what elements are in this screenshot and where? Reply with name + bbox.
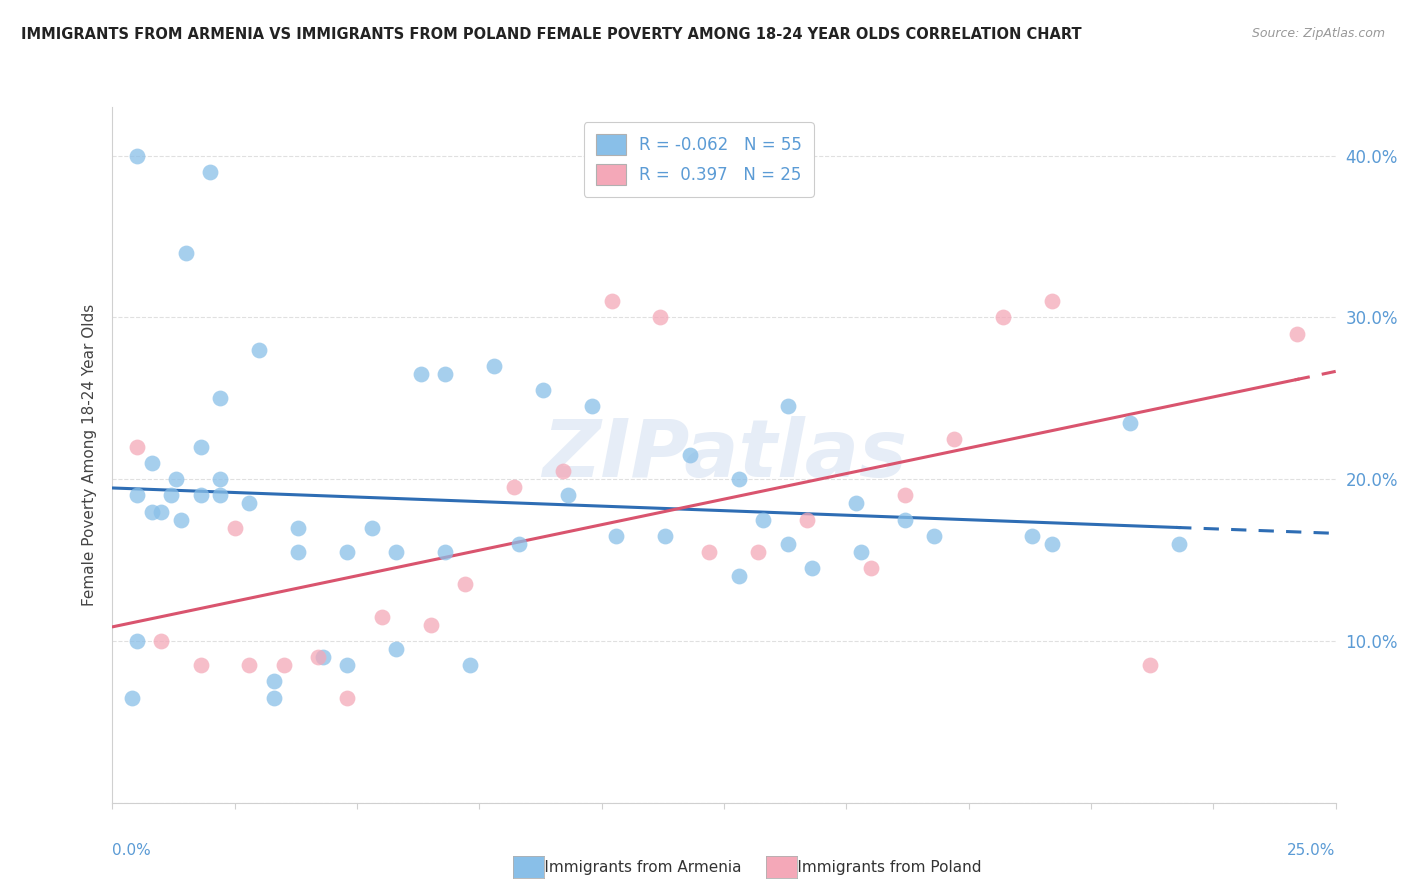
Point [434, 367, 457, 381]
Point [141, 504, 163, 518]
Point [336, 658, 359, 673]
Point [150, 634, 173, 648]
Point [943, 432, 966, 446]
Point [679, 448, 702, 462]
Point [190, 488, 212, 502]
Point [209, 488, 232, 502]
Point [125, 440, 148, 454]
Point [1168, 537, 1191, 551]
Text: Immigrants from Poland: Immigrants from Poland [773, 860, 981, 874]
Point [238, 658, 260, 673]
Point [776, 400, 799, 414]
Point [263, 690, 285, 705]
Point [419, 617, 441, 632]
Point [209, 392, 232, 406]
Point [150, 504, 173, 518]
Point [170, 513, 193, 527]
Point [1119, 416, 1142, 430]
Point [1021, 529, 1043, 543]
Point [849, 545, 872, 559]
Point [238, 496, 260, 510]
Point [263, 674, 285, 689]
Point [190, 658, 212, 673]
Point [409, 367, 432, 381]
Point [273, 658, 295, 673]
Point [200, 165, 222, 179]
Point [699, 545, 721, 559]
Y-axis label: Female Poverty Among 18-24 Year Olds: Female Poverty Among 18-24 Year Olds [82, 304, 97, 606]
Point [1040, 294, 1063, 309]
Point [360, 521, 382, 535]
Legend: R = -0.062   N = 55, R =  0.397   N = 25: R = -0.062 N = 55, R = 0.397 N = 25 [583, 122, 814, 197]
Point [650, 310, 672, 325]
Point [1139, 658, 1161, 673]
Point [312, 650, 335, 665]
Point [247, 343, 270, 357]
Point [287, 545, 309, 559]
Point [125, 488, 148, 502]
Point [605, 529, 627, 543]
Point [482, 359, 505, 373]
Point [1040, 537, 1063, 551]
Text: ZIPatlas: ZIPatlas [541, 416, 907, 494]
Point [174, 245, 197, 260]
Text: 0.0%: 0.0% [112, 843, 152, 858]
Point [370, 609, 392, 624]
Point [991, 310, 1014, 325]
Point [859, 561, 882, 575]
Point [434, 545, 457, 559]
Point [551, 464, 574, 478]
Point [752, 513, 775, 527]
Point [727, 472, 749, 486]
Point [336, 545, 359, 559]
Point [385, 545, 408, 559]
Point [747, 545, 769, 559]
Point [209, 472, 232, 486]
Text: 25.0%: 25.0% [1288, 843, 1336, 858]
Point [894, 488, 917, 502]
Point [581, 400, 603, 414]
Text: Immigrants from Armenia: Immigrants from Armenia [520, 860, 742, 874]
Text: IMMIGRANTS FROM ARMENIA VS IMMIGRANTS FROM POLAND FEMALE POVERTY AMONG 18-24 YEA: IMMIGRANTS FROM ARMENIA VS IMMIGRANTS FR… [21, 27, 1081, 42]
Point [190, 440, 212, 454]
Point [141, 456, 163, 470]
Point [894, 513, 917, 527]
Point [727, 569, 749, 583]
Point [454, 577, 477, 591]
Point [224, 521, 246, 535]
Point [845, 496, 868, 510]
Point [160, 488, 183, 502]
Point [307, 650, 329, 665]
Text: Source: ZipAtlas.com: Source: ZipAtlas.com [1251, 27, 1385, 40]
Point [385, 642, 408, 657]
Point [654, 529, 676, 543]
Point [1285, 326, 1308, 341]
Point [776, 537, 799, 551]
Point [924, 529, 946, 543]
Point [165, 472, 187, 486]
Point [508, 537, 530, 551]
Point [502, 480, 524, 494]
Point [801, 561, 824, 575]
Point [121, 690, 143, 705]
Point [600, 294, 623, 309]
Point [557, 488, 579, 502]
Point [796, 513, 818, 527]
Point [125, 148, 148, 162]
Point [125, 634, 148, 648]
Point [336, 690, 359, 705]
Point [531, 383, 554, 397]
Point [458, 658, 481, 673]
Point [287, 521, 309, 535]
